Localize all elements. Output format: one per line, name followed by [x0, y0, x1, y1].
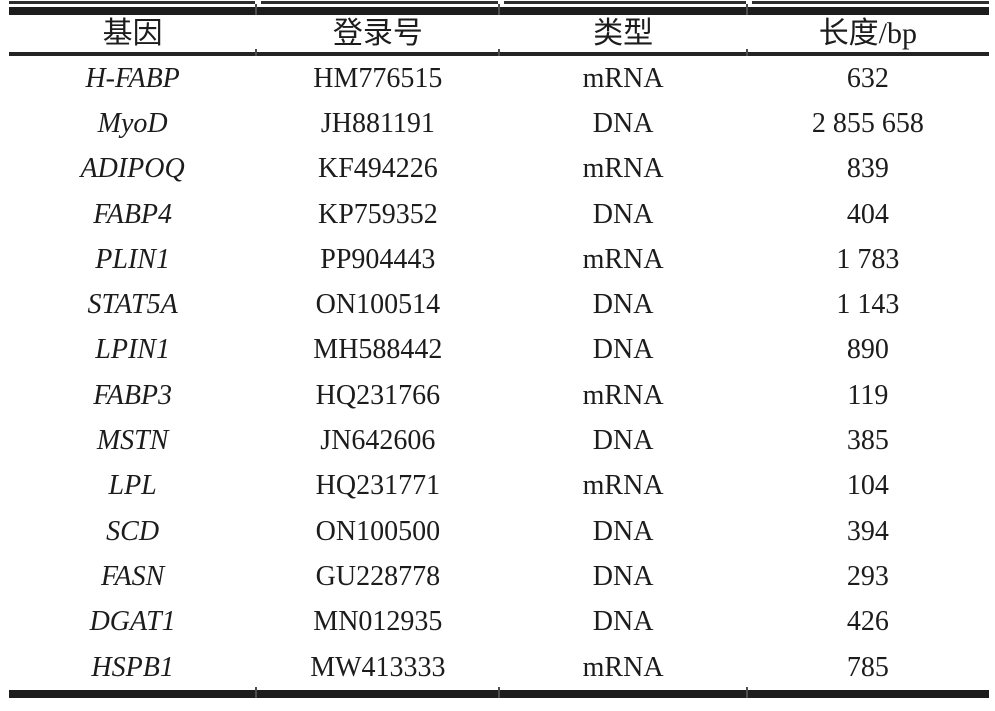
cell-gene: HSPB1	[91, 651, 174, 683]
cell-length: 426	[846, 606, 889, 638]
cell-gene: SCD	[106, 515, 160, 547]
cell-length: 839	[846, 153, 889, 185]
table-row: STAT5A ON100514 DNA 1 143	[9, 282, 989, 327]
table-row: FABP4 KP759352 DNA 404	[9, 192, 989, 237]
cell-type: DNA	[592, 198, 654, 230]
cell-gene: H-FABP	[85, 62, 180, 94]
cell-length: 2 855 658	[811, 107, 924, 139]
cell-type: DNA	[592, 107, 654, 139]
cell-gene: ADIPOQ	[80, 153, 185, 185]
cell-type: DNA	[592, 334, 654, 366]
top-rule	[9, 4, 989, 15]
cell-gene: PLIN1	[95, 243, 170, 275]
cell-length: 890	[846, 334, 889, 366]
cell-type: DNA	[592, 425, 654, 457]
table-body: H-FABP HM776515 mRNA 632 MyoD JH881191 DNA 2 85…	[9, 56, 989, 690]
cell-type: DNA	[592, 560, 654, 592]
column-separator-tick	[745, 4, 748, 15]
cell-type: DNA	[592, 606, 654, 638]
column-separator-tick	[745, 1, 752, 4]
table-row: H-FABP HM776515 mRNA 632	[9, 56, 989, 101]
column-separator-tick	[255, 1, 262, 4]
column-separator-tick	[498, 687, 501, 699]
cell-accession: JH881191	[320, 107, 435, 139]
cell-accession: MH588442	[313, 334, 443, 366]
cell-length: 404	[846, 198, 889, 230]
cell-length: 785	[846, 651, 889, 683]
bottom-rule	[9, 687, 989, 699]
cell-gene: DGAT1	[89, 606, 176, 638]
cell-accession: HM776515	[313, 62, 443, 94]
cell-gene: STAT5A	[87, 289, 178, 321]
header-gene: 基因	[102, 17, 163, 50]
table-row: ADIPOQ KF494226 mRNA 839	[9, 147, 989, 192]
table-header-row: 基因 登录号 类型 长度/bp	[9, 15, 989, 52]
cell-accession: KF494226	[317, 153, 438, 185]
cell-accession: HQ231766	[315, 379, 441, 411]
cell-length: 394	[846, 515, 889, 547]
cell-gene: LPL	[108, 470, 157, 502]
table-row: FABP3 HQ231766 mRNA 119	[9, 373, 989, 418]
cell-length: 119	[847, 379, 889, 411]
cell-type: mRNA	[582, 243, 664, 275]
column-separator-tick	[745, 49, 748, 56]
cell-gene: FASN	[100, 560, 165, 592]
cell-type: DNA	[592, 289, 654, 321]
cell-accession: ON100500	[315, 515, 441, 547]
header-type: 类型	[593, 17, 654, 50]
cell-accession: MN012935	[313, 606, 443, 638]
cell-type: mRNA	[582, 379, 664, 411]
cell-length: 104	[846, 470, 889, 502]
column-separator-tick	[255, 49, 258, 56]
cell-gene: LPIN1	[95, 334, 170, 366]
table-row: LPL HQ231771 mRNA 104	[9, 464, 989, 509]
cell-accession: MW413333	[310, 651, 446, 683]
table-row: DGAT1 MN012935 DNA 426	[9, 600, 989, 645]
column-separator-tick	[255, 4, 258, 15]
header-accession: 登录号	[332, 17, 423, 50]
table-row: MSTN JN642606 DNA 385	[9, 418, 989, 463]
cell-type: mRNA	[582, 651, 664, 683]
table-row: PLIN1 PP904443 mRNA 1 783	[9, 237, 989, 282]
cell-accession: HQ231771	[315, 470, 441, 502]
column-separator-tick	[498, 4, 501, 15]
cell-gene: FABP3	[93, 379, 173, 411]
table-row: FASN GU228778 DNA 293	[9, 554, 989, 599]
cell-gene: MSTN	[96, 425, 169, 457]
gene-primer-table: 基因 登录号 类型 长度/bp H-FABP HM776515 mRNA 632 Myo…	[9, 1, 989, 711]
cell-type: mRNA	[582, 62, 664, 94]
cell-accession: KP759352	[317, 198, 438, 230]
cell-type: DNA	[592, 515, 654, 547]
table-row: MyoD JH881191 DNA 2 855 658	[9, 101, 989, 146]
cell-accession: GU228778	[315, 560, 441, 592]
cell-length: 1 143	[836, 289, 900, 321]
table-row: SCD ON100500 DNA 394	[9, 509, 989, 554]
cell-gene: MyoD	[97, 107, 168, 139]
column-separator-tick	[498, 1, 505, 4]
header-length: 长度/bp	[818, 17, 918, 50]
cell-accession: PP904443	[320, 243, 436, 275]
cell-type: mRNA	[582, 470, 664, 502]
column-separator-tick	[745, 687, 748, 699]
column-separator-tick	[255, 687, 258, 699]
cell-length: 385	[846, 425, 889, 457]
table-row: LPIN1 MH588442 DNA 890	[9, 328, 989, 373]
top-thin-line	[9, 1, 989, 4]
cell-length: 1 783	[836, 243, 900, 275]
header-rule	[9, 49, 989, 56]
column-separator-tick	[498, 49, 501, 56]
table-row: HSPB1 MW413333 mRNA 785	[9, 645, 989, 690]
cell-length: 632	[846, 62, 889, 94]
cell-length: 293	[846, 560, 889, 592]
cell-accession: JN642606	[320, 425, 436, 457]
cell-type: mRNA	[582, 153, 664, 185]
cell-accession: ON100514	[315, 289, 441, 321]
cell-gene: FABP4	[93, 198, 173, 230]
